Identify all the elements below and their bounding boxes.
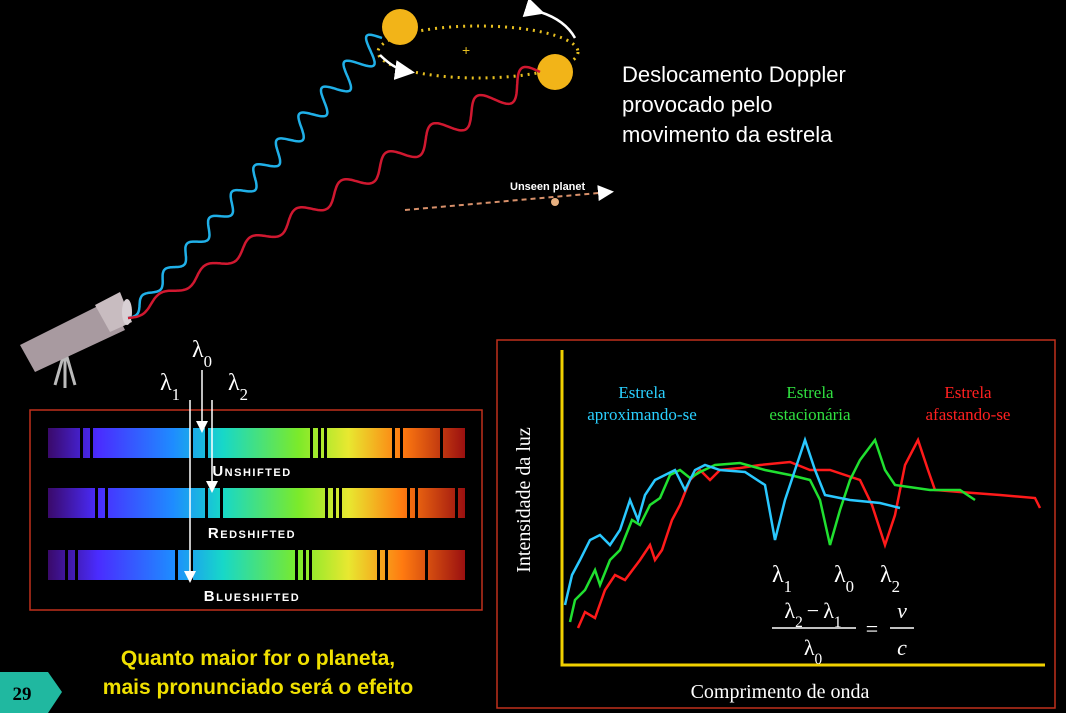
absorption-line: [205, 488, 208, 518]
title-line: provocado pelo: [622, 92, 772, 117]
series-label: Estrela: [786, 383, 834, 402]
absorption-line: [65, 550, 68, 580]
spectrum-bar: [48, 550, 465, 580]
series-label: Estrela: [944, 383, 992, 402]
planet-label: Unseen planet: [510, 181, 586, 193]
formula-rhs: ν: [897, 598, 907, 623]
slide-number: 29: [13, 684, 32, 705]
slide: + Unseen planet Deslocamento Doppler pro…: [0, 0, 1066, 713]
series-label: estacionária: [769, 405, 851, 424]
x-axis-label: Comprimento de onda: [691, 681, 870, 703]
series-label: afastando-se: [926, 405, 1011, 424]
planet: [551, 198, 559, 206]
absorption-line: [325, 488, 328, 518]
title-line: Deslocamento Doppler: [622, 62, 846, 87]
absorption-line: [407, 488, 410, 518]
spectrum-bar: [48, 488, 465, 518]
absorption-line: [400, 428, 403, 458]
series-label: Estrela: [618, 383, 666, 402]
spectrum-label: Redshifted: [208, 525, 296, 542]
absorption-line: [440, 428, 443, 458]
absorption-line: [95, 488, 98, 518]
spectrum-label: Blueshifted: [204, 588, 300, 605]
absorption-line: [385, 550, 388, 580]
absorption-line: [105, 488, 108, 518]
absorption-line: [90, 428, 93, 458]
absorption-line: [75, 550, 78, 580]
formula-equals: =: [866, 616, 878, 641]
absorption-line: [295, 550, 298, 580]
absorption-line: [377, 550, 380, 580]
absorption-line: [318, 428, 321, 458]
series-label: aproximando-se: [587, 405, 697, 424]
y-axis-label: Intensidade da luz: [513, 427, 535, 573]
absorption-line: [392, 428, 395, 458]
absorption-line: [415, 488, 418, 518]
absorption-line: [310, 428, 313, 458]
absorption-line: [80, 428, 83, 458]
caption-line: Quanto maior for o planeta,: [121, 647, 395, 670]
star: [537, 54, 573, 90]
absorption-line: [324, 428, 327, 458]
absorption-line: [339, 488, 342, 518]
star: [382, 9, 418, 45]
absorption-line: [333, 488, 336, 518]
barycenter: +: [462, 42, 470, 58]
absorption-line: [309, 550, 312, 580]
absorption-line: [205, 428, 208, 458]
spectrum-label: Unshifted: [212, 463, 291, 480]
caption-line: mais pronunciado será o efeito: [103, 676, 413, 699]
absorption-line: [220, 488, 223, 518]
formula-rhs: c: [897, 635, 907, 660]
title-line: movimento da estrela: [622, 122, 833, 147]
absorption-line: [455, 488, 458, 518]
absorption-line: [425, 550, 428, 580]
absorption-line: [175, 550, 178, 580]
absorption-line: [303, 550, 306, 580]
